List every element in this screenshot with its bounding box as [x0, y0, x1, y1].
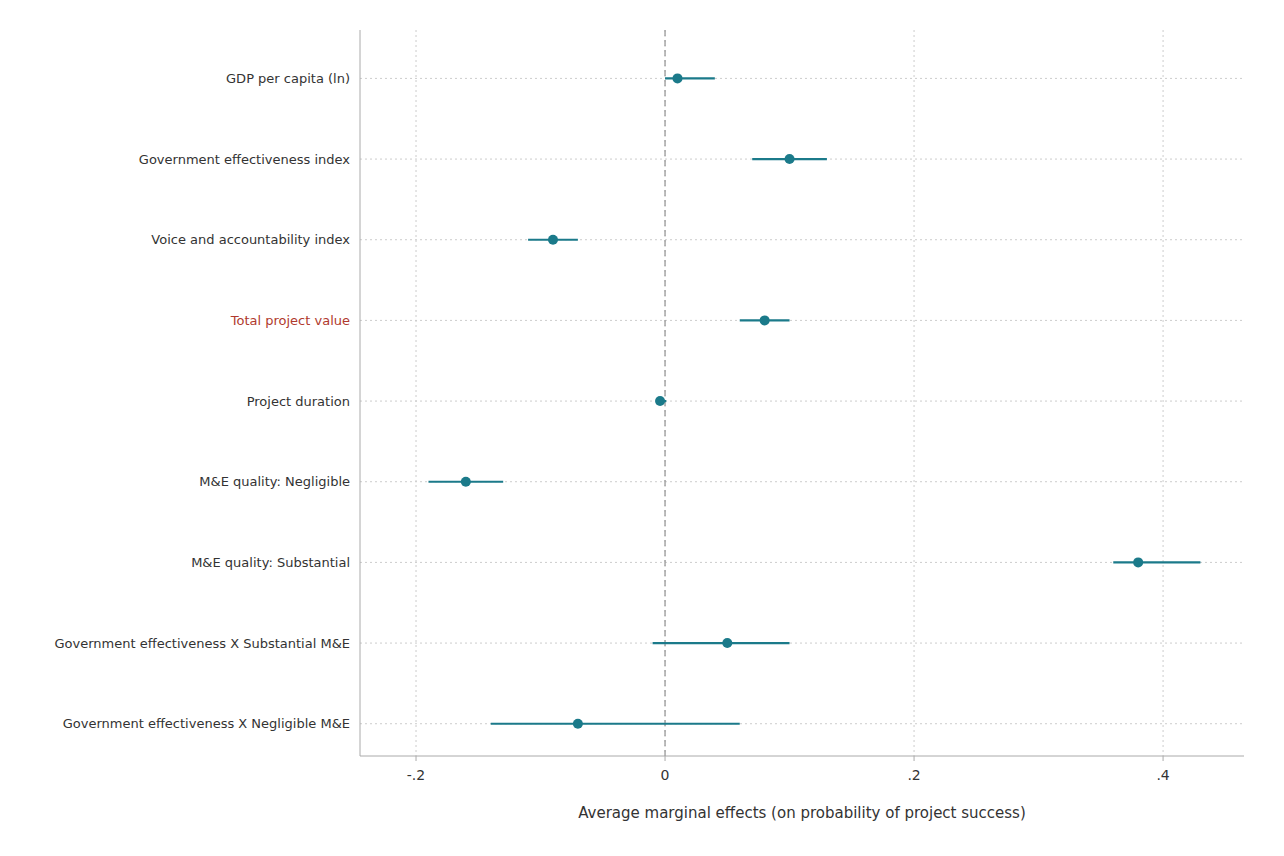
y-tick-label: Government effectiveness index [139, 152, 350, 167]
marks [428, 73, 1200, 728]
x-tick [1163, 756, 1164, 761]
chart-container: -.2 0 .2 .4 Average marginal effects (on pro… [0, 0, 1284, 856]
row-grid-line [360, 78, 1244, 79]
estimate-dot [1133, 557, 1143, 567]
estimate-dot [573, 719, 583, 729]
reference-line [664, 30, 665, 756]
x-grid-line [665, 30, 666, 756]
y-tick-label: GDP per capita (ln) [226, 71, 350, 86]
x-tick [416, 756, 417, 761]
y-tick-label: M&E quality: Substantial [191, 555, 350, 570]
y-tick-label: Government effectiveness X Substantial M… [55, 636, 350, 651]
y-tick-label: Government effectiveness X Negligible M&… [63, 716, 350, 731]
chart: -.2 0 .2 .4 Average marginal effects (on pro… [0, 0, 1284, 856]
y-tick-label: Total project value [230, 313, 350, 328]
row-grid-line [360, 643, 1244, 644]
row-grid-line [360, 401, 1244, 402]
row-grid-line [360, 320, 1244, 321]
estimate-dot [722, 638, 732, 648]
x-tick-label: .2 [907, 767, 920, 783]
row-grid-line [360, 159, 1244, 160]
x-grid-line [914, 30, 915, 756]
y-tick-label: M&E quality: Negligible [199, 474, 350, 489]
row-grid-line [360, 481, 1244, 482]
row-grid-line [360, 562, 1244, 563]
y-tick-label: Voice and accountability index [151, 232, 350, 247]
grid [360, 30, 1244, 756]
confidence-interval [491, 723, 740, 725]
estimate-dot [672, 73, 682, 83]
estimate-dot [785, 154, 795, 164]
x-axis-line [360, 756, 1244, 757]
y-axis-line [360, 30, 361, 756]
x-tick-label: -.2 [407, 767, 425, 783]
confidence-interval [1113, 561, 1200, 563]
x-tick-label: .4 [1156, 767, 1169, 783]
x-grid-line [1163, 30, 1164, 756]
estimate-dot [461, 477, 471, 487]
estimate-dot [548, 235, 558, 245]
estimate-dot [655, 396, 665, 406]
x-tick [914, 756, 915, 761]
confidence-interval [653, 642, 790, 644]
x-axis-label: Average marginal effects (on probability… [578, 804, 1026, 822]
row-grid-line [360, 723, 1244, 724]
y-tick-label: Project duration [247, 394, 350, 409]
x-tick-label: 0 [661, 767, 670, 783]
x-grid-line [416, 30, 417, 756]
x-tick [665, 756, 666, 761]
estimate-dot [760, 315, 770, 325]
row-grid-line [360, 239, 1244, 240]
